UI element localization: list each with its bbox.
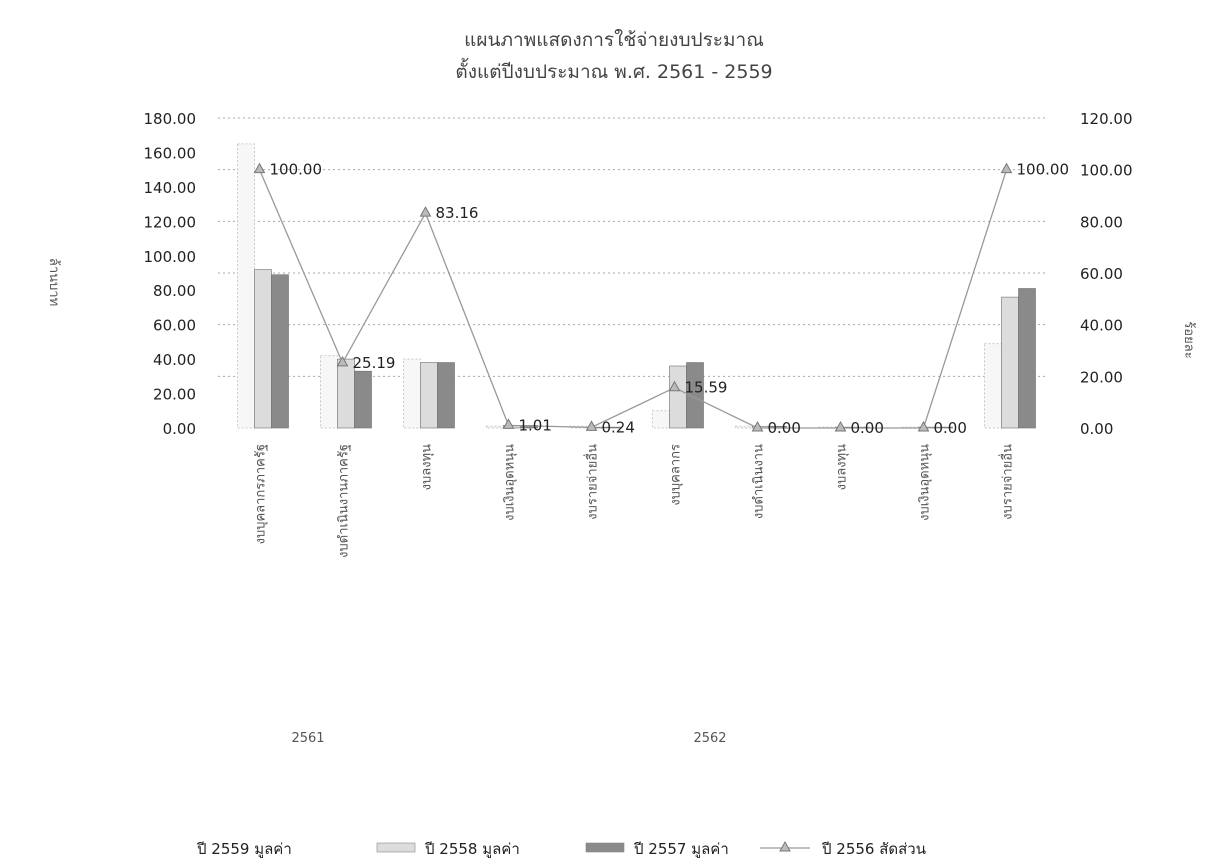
y-left-tick-label: 160.00 — [144, 144, 197, 162]
bar-2 — [1001, 296, 1019, 429]
data-label: 100.00 — [1017, 161, 1070, 179]
data-label: 1.01 — [519, 416, 552, 434]
legend-label: ปี 2559 มูลค่า — [196, 840, 292, 858]
line-series — [258, 169, 1008, 429]
bar-1 — [403, 358, 421, 429]
line-marker — [336, 355, 349, 367]
ticks-layer: 180.00 160.00 140.00 120.00 100.00 80.00 60.00… — [144, 110, 1133, 438]
data-label: 0.00 — [934, 419, 967, 437]
categories-layer: งบบุคลากรภาครัฐ งบดำเนินงานภาครัฐ งบลงทุน ง… — [254, 444, 1016, 746]
data-label: 15.59 — [685, 379, 728, 397]
category-label: งบดำเนินงาน — [752, 444, 767, 519]
bar-2 — [254, 269, 272, 429]
legend-marker — [779, 840, 791, 852]
legend-label: ปี 2556 สัดส่วน — [821, 840, 926, 858]
chart-title: แผนภาพแสดงการใช้จ่ายงบประมาณ — [464, 29, 764, 51]
category-label: งบดำเนินงานภาครัฐ — [337, 444, 352, 558]
legend-swatch — [376, 842, 416, 853]
line-marker — [834, 420, 847, 432]
data-label: 83.16 — [436, 204, 479, 222]
data-label: 0.00 — [851, 419, 884, 437]
y-left-tick-label: 140.00 — [144, 179, 197, 197]
grid-layer — [218, 117, 1048, 377]
bar-1 — [320, 355, 338, 429]
bar-3 — [437, 362, 455, 429]
y-right-tick-label: 120.00 — [1080, 110, 1133, 128]
data-label: 0.00 — [768, 419, 801, 437]
y-left-tick-label: 120.00 — [144, 213, 197, 231]
legend: ปี 2559 มูลค่า ปี 2558 มูลค่า ปี 2557 มูลค… — [196, 840, 926, 858]
bar-1 — [984, 343, 1002, 429]
category-label: งบบุคลากรภาครัฐ — [254, 444, 269, 544]
y-right-axis-label: ร้อยละ — [1181, 321, 1196, 358]
line-marker — [668, 380, 681, 392]
chart-subtitle: ตั้งแต่ปีงบประมาณ พ.ศ. 2561 - 2559 — [455, 58, 772, 83]
bar-2 — [669, 365, 687, 429]
bar-1 — [652, 410, 670, 429]
line-marker — [585, 420, 598, 431]
category-label: งบรายจ่ายอื่น — [999, 444, 1016, 520]
group-label: 2561 — [291, 731, 324, 746]
line-marker — [419, 206, 432, 217]
data-label: 0.24 — [602, 418, 635, 436]
y-right-tick-label: 100.00 — [1080, 162, 1133, 180]
y-right-tick-label: 20.00 — [1080, 368, 1123, 386]
y-left-tick-label: 0.00 — [163, 420, 196, 438]
category-label: งบลงทุน — [835, 444, 850, 490]
line-marker — [253, 162, 266, 174]
category-label: งบเงินอุดหนุน — [918, 444, 933, 521]
group-label: 2562 — [693, 731, 726, 746]
line-layer: 100.00 25.19 83.16 1.01 0.24 15.59 0.00 0.00 0.0… — [253, 161, 1070, 437]
y-left-tick-label: 100.00 — [144, 248, 197, 266]
y-left-tick-label: 180.00 — [144, 110, 197, 128]
y-left-tick-label: 60.00 — [153, 317, 196, 335]
y-left-tick-label: 80.00 — [153, 282, 196, 300]
y-right-tick-label: 60.00 — [1080, 265, 1123, 283]
y-left-tick-label: 40.00 — [153, 351, 196, 369]
y-right-tick-label: 40.00 — [1080, 317, 1123, 335]
data-label: 25.19 — [353, 354, 396, 372]
legend-swatch — [585, 842, 625, 853]
bar-1 — [735, 425, 753, 429]
y-right-tick-label: 80.00 — [1080, 213, 1123, 231]
bar-3 — [603, 426, 621, 429]
line-marker — [502, 418, 515, 429]
category-label: งบเงินอุดหนุน — [503, 444, 518, 521]
bar-1 — [486, 425, 504, 429]
y-left-tick-label: 20.00 — [153, 386, 196, 404]
bar-1 — [237, 143, 255, 429]
line-marker — [917, 420, 930, 432]
bar-2 — [420, 362, 438, 429]
y-right-tick-label: 0.00 — [1080, 420, 1113, 438]
category-label: งบรายจ่ายอื่น — [584, 444, 601, 520]
line-marker — [751, 420, 764, 432]
legend-label: ปี 2558 มูลค่า — [424, 840, 520, 858]
bar-3 — [1018, 288, 1036, 429]
data-label: 100.00 — [270, 161, 323, 179]
line-marker — [1000, 162, 1013, 174]
bars-layer — [237, 143, 1036, 429]
bar-3 — [271, 274, 289, 429]
category-label: งบลงทุน — [420, 444, 435, 490]
legend-label: ปี 2557 มูลค่า — [633, 840, 729, 858]
y-left-axis-label: ล้านบาท — [46, 258, 61, 306]
bar-3 — [935, 426, 953, 429]
bar-3 — [354, 370, 372, 429]
bar-3 — [686, 362, 704, 429]
category-label: งบบุคลากร — [669, 444, 684, 506]
